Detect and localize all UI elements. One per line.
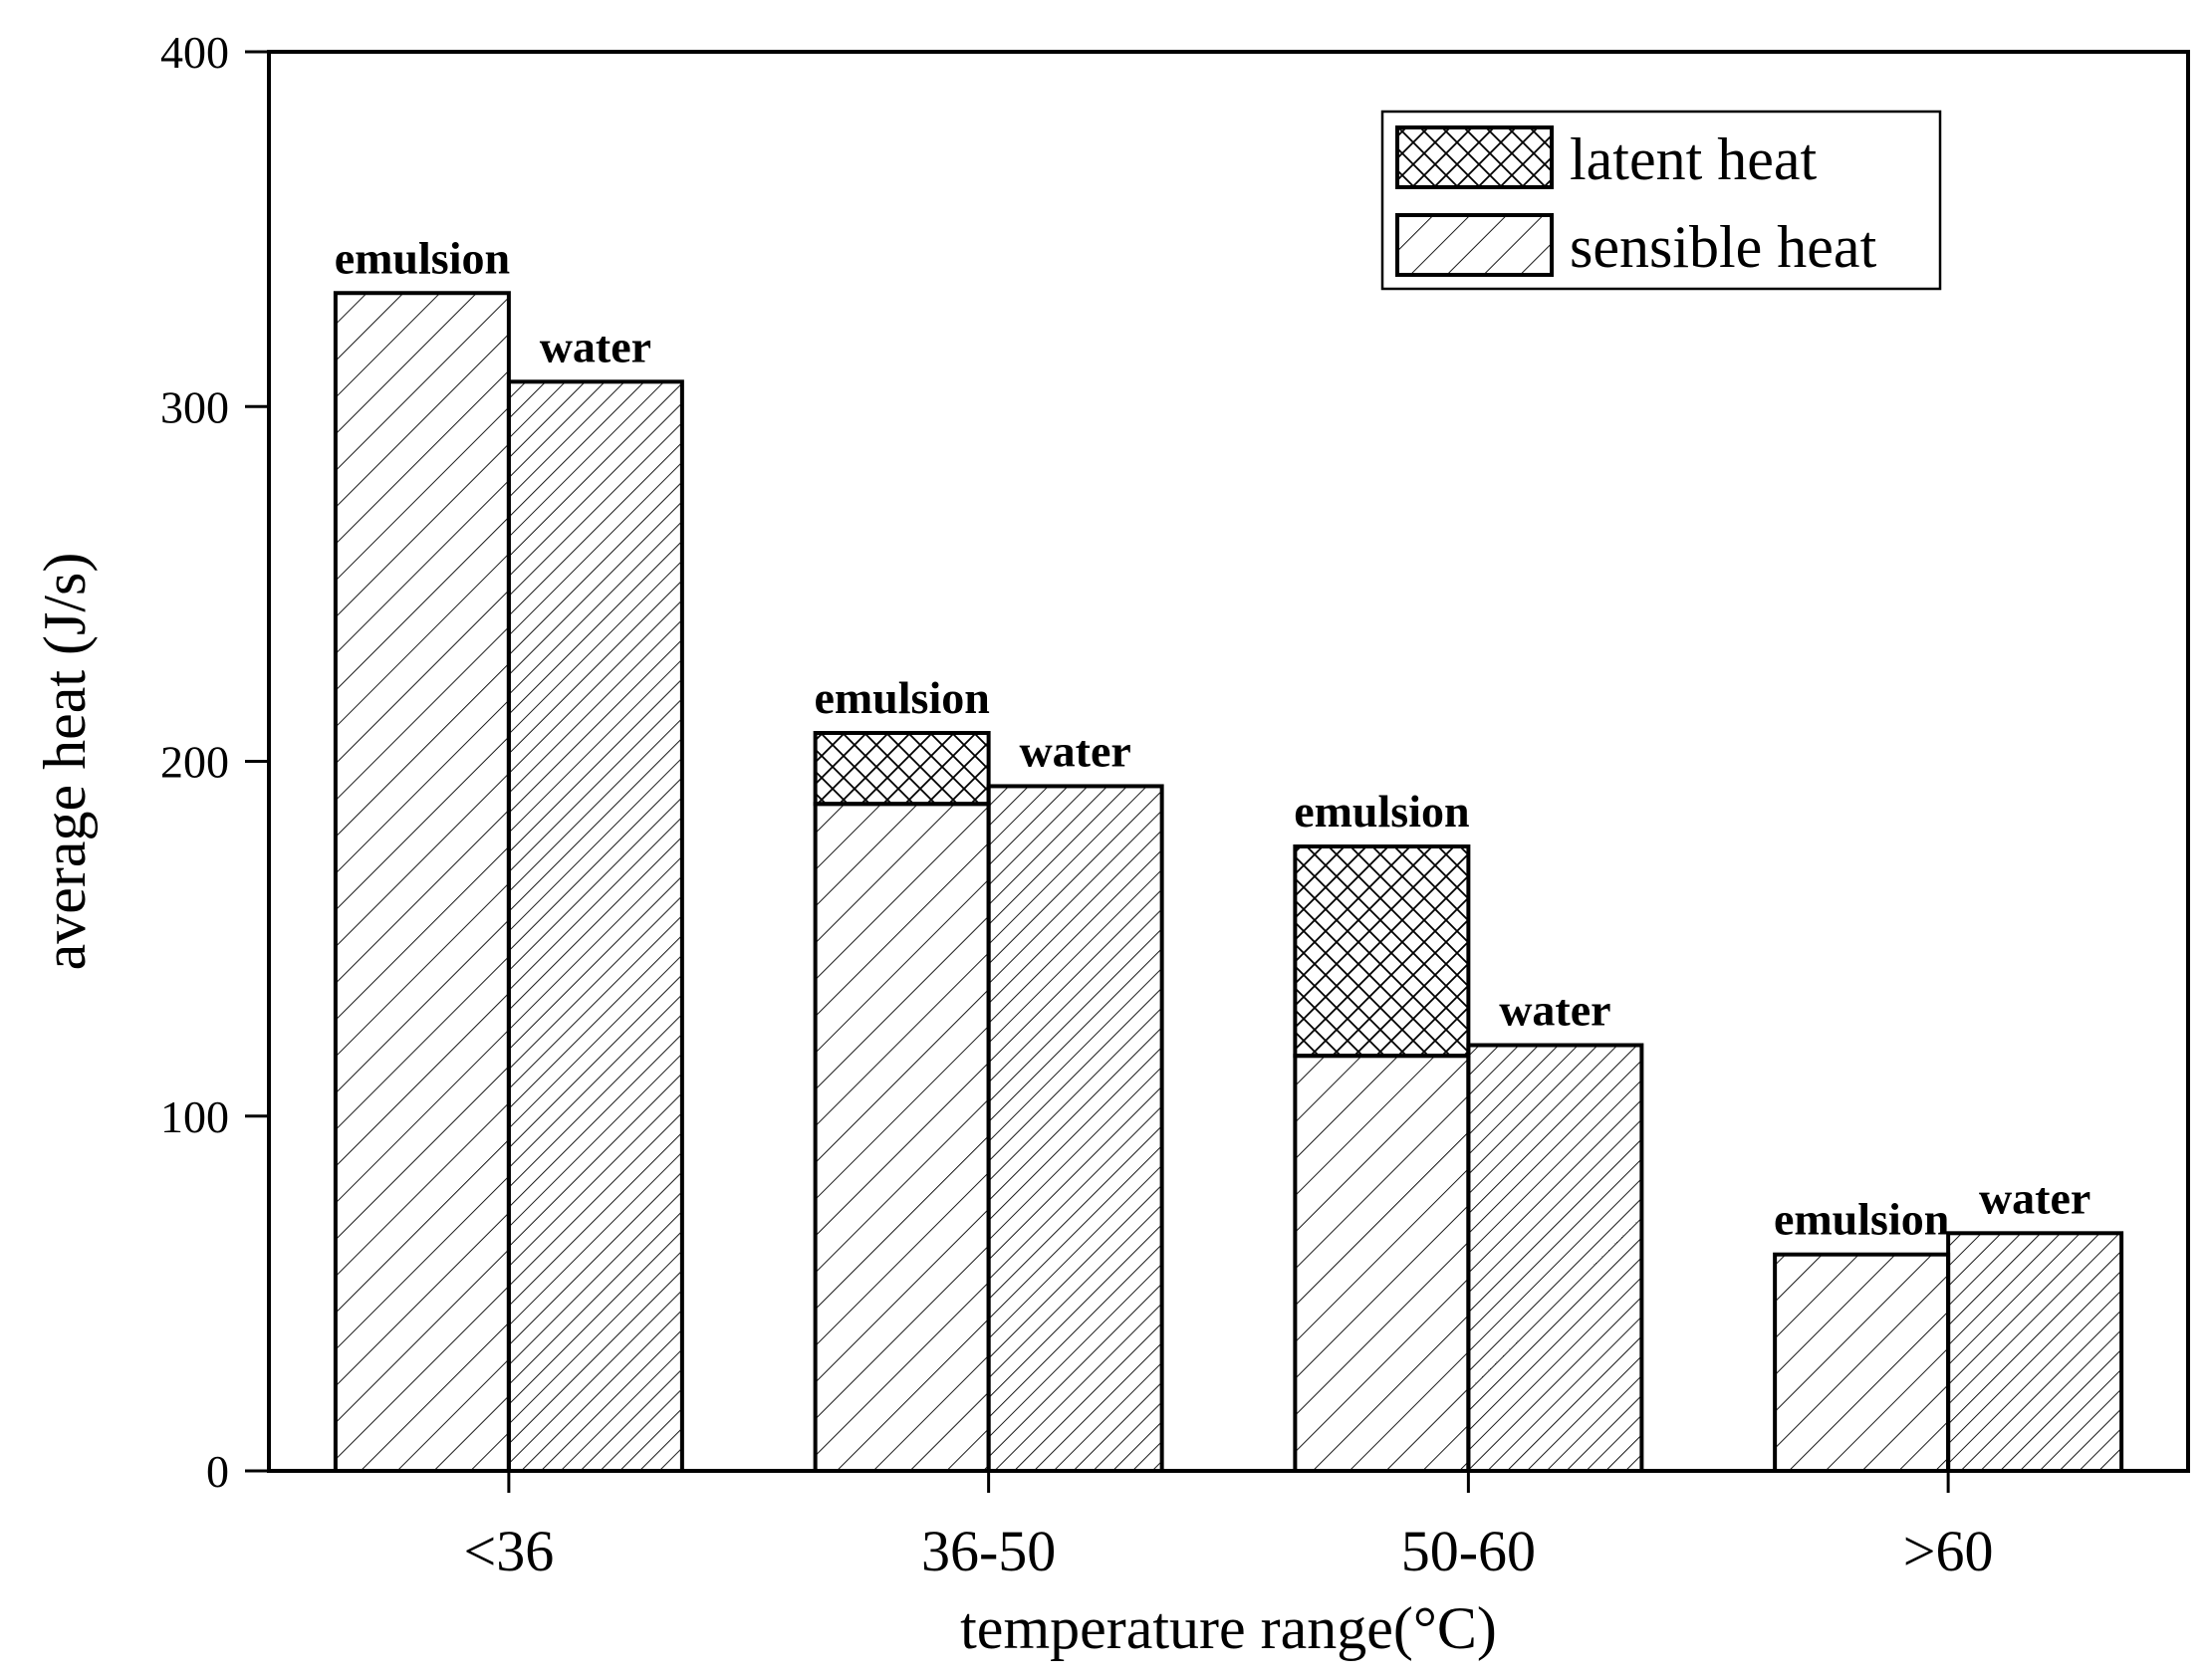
bar-label-water: water xyxy=(1019,725,1130,776)
bar-water-sensible xyxy=(1946,1231,2124,1473)
bar-labels-layer: emulsionwateremulsionwateremulsionwatere… xyxy=(335,232,2091,1244)
bar-label-emulsion: emulsion xyxy=(1774,1194,1949,1245)
bar-water-sensible xyxy=(986,784,1164,1473)
x-tick-label: <36 xyxy=(464,1519,555,1583)
bars-layer xyxy=(333,291,2124,1473)
bar-emulsion-latent xyxy=(813,731,991,807)
bar-label-water: water xyxy=(1979,1172,2090,1223)
y-tick-label: 100 xyxy=(160,1091,229,1142)
bar-emulsion-sensible xyxy=(1773,1252,1951,1473)
x-tick-label: 36-50 xyxy=(921,1519,1056,1583)
bar-emulsion-sensible xyxy=(813,802,991,1473)
bar-label-water: water xyxy=(540,321,651,371)
y-axis-title: average heat (J/s) xyxy=(32,553,98,971)
bar-water-sensible xyxy=(506,379,684,1473)
bar-emulsion-sensible xyxy=(333,291,511,1473)
y-tick-label: 0 xyxy=(206,1446,229,1497)
legend: latent heat sensible heat xyxy=(1380,110,1942,291)
bar-label-emulsion: emulsion xyxy=(1294,786,1469,837)
x-tick-label: >60 xyxy=(1903,1519,1994,1583)
bar-label-emulsion: emulsion xyxy=(814,672,989,723)
x-tick-label: 50-60 xyxy=(1401,1519,1536,1583)
x-axis-ticks: <36 36-50 50-60 >60 xyxy=(464,1471,1994,1583)
legend-swatch-sensible xyxy=(1395,213,1554,277)
bar-water-sensible xyxy=(1466,1043,1644,1473)
y-tick-label: 300 xyxy=(160,381,229,432)
bar-emulsion-sensible xyxy=(1293,1054,1471,1473)
y-tick-label: 200 xyxy=(160,737,229,788)
legend-label-latent: latent heat xyxy=(1570,126,1818,192)
legend-swatch-latent xyxy=(1395,125,1554,189)
x-axis-title: temperature range(°C) xyxy=(960,1595,1497,1661)
bar-label-emulsion: emulsion xyxy=(335,232,510,283)
legend-label-sensible: sensible heat xyxy=(1570,214,1877,280)
bar-label-water: water xyxy=(1499,985,1610,1036)
y-axis-ticks: 0 100 200 300 400 xyxy=(160,27,269,1497)
y-tick-label: 400 xyxy=(160,27,229,78)
bar-emulsion-latent xyxy=(1293,844,1471,1059)
